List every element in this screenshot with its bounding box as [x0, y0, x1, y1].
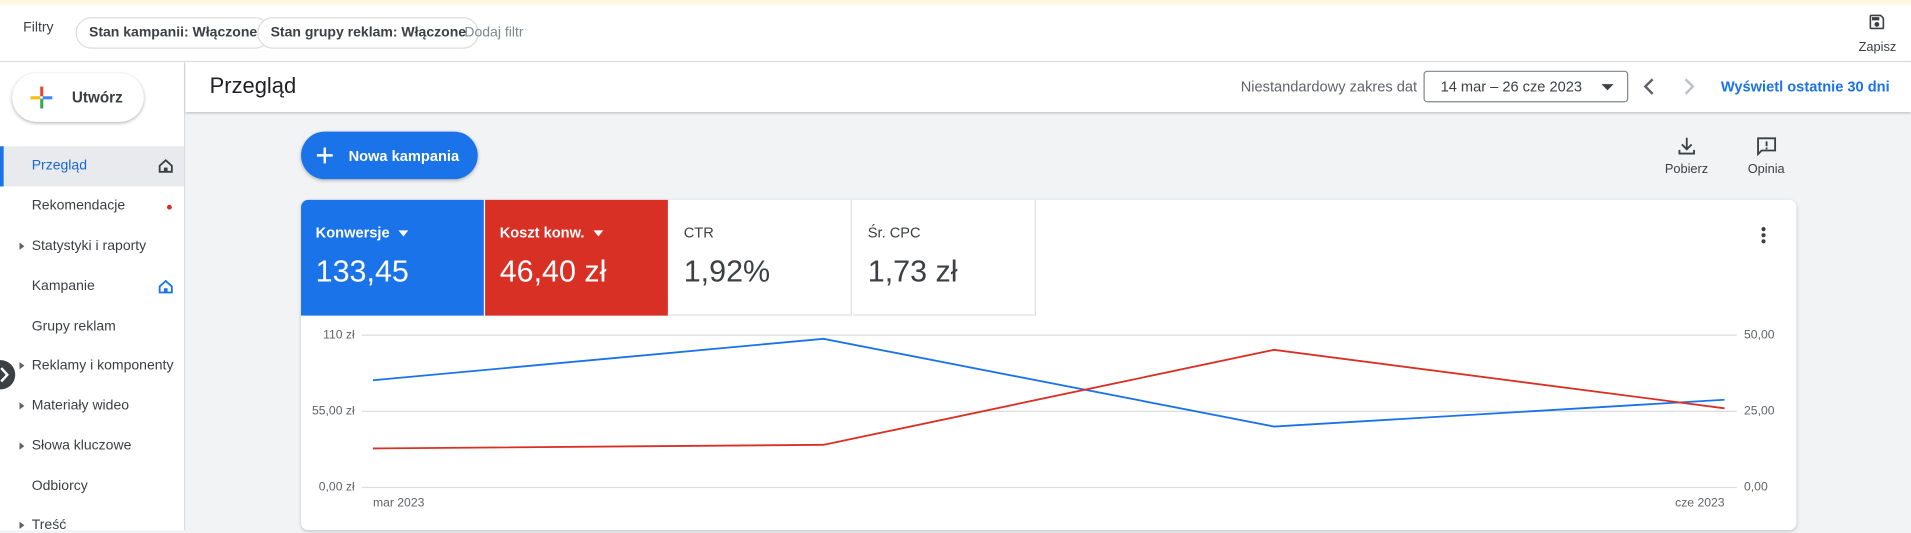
filter-chip[interactable]: Stan grupy reklam: Włączone [257, 17, 480, 49]
nav-item[interactable]: Słowa kluczowe [31, 438, 132, 454]
expand-arrow[interactable] [19, 242, 25, 250]
feedback-icon[interactable] [1756, 137, 1777, 157]
nav-item[interactable]: Przegląd [31, 158, 88, 174]
nav-item[interactable]: Reklamy i komponenty [31, 358, 174, 373]
scorecard[interactable]: Konwersje 133,45 [301, 199, 484, 316]
date-picker[interactable]: 14 mar – 26 cze 2023 [1423, 70, 1629, 103]
scorecard[interactable]: Koszt konw. 46,40 zł [485, 199, 668, 316]
range-label: Niestandardowy zakres dat [1240, 78, 1418, 96]
more-menu[interactable] [1759, 225, 1769, 245]
scorecard-value: 46,40 zł [499, 254, 607, 289]
metric-name: Koszt konw. [499, 224, 585, 242]
nav-item[interactable]: Statystyki i raporty [31, 238, 147, 254]
scorecard-value: 133,45 [315, 254, 409, 289]
scorecard-value: 1,92% [683, 254, 771, 289]
x-tick-label: cze 2023 [1675, 496, 1725, 510]
series-line [372, 337, 1725, 428]
sidebar [0, 62, 186, 531]
y-tick-label: 0,00 zł [319, 480, 355, 494]
metric-dropdown[interactable] [593, 230, 604, 237]
y2-tick-label: 0,00 [1744, 480, 1768, 494]
nav-item[interactable]: Odbiorcy [31, 478, 88, 494]
last-30-link[interactable]: Wyświetl ostatnie 30 dni [1720, 78, 1890, 96]
nav-item[interactable]: Kampanie [31, 279, 95, 294]
save-label[interactable]: Zapisz [1858, 40, 1897, 55]
y2-tick-label: 25,00 [1744, 404, 1775, 418]
notice-strip [0, 0, 1911, 5]
expand-arrow[interactable] [19, 361, 25, 370]
expand-arrow[interactable] [19, 442, 25, 450]
nav-indicator [0, 146, 4, 187]
page-title: Przegląd [209, 73, 297, 99]
new-campaign-button[interactable]: Nowa kampania [301, 131, 478, 180]
nav-item[interactable]: Materiały wideo [31, 398, 130, 414]
collapse-button[interactable] [0, 360, 16, 390]
expand-arrow[interactable] [19, 521, 25, 529]
scorecard-label: CTR [683, 224, 714, 242]
scorecard[interactable]: Śr. CPC 1,73 zł [853, 199, 1036, 316]
series-line [372, 348, 1725, 450]
create-label: Utwórz [71, 88, 123, 107]
nav-item[interactable]: Grupy reklam [31, 319, 116, 334]
prev-button[interactable] [1640, 77, 1657, 97]
x-tick-label: mar 2023 [373, 496, 425, 510]
alert-dot [166, 204, 172, 210]
next-button[interactable] [1681, 77, 1698, 97]
nav-item[interactable]: Treść [31, 517, 67, 533]
scorecard-value: 1,73 zł [867, 254, 958, 289]
download-icon[interactable] [1677, 137, 1697, 157]
new-campaign-label: Nowa kampania [348, 147, 460, 165]
scorecard[interactable]: CTR 1,92% [669, 199, 852, 316]
y2-tick-label: 50,00 [1744, 327, 1775, 341]
plus-icon [316, 147, 333, 164]
scorecard-label: Konwersje [316, 224, 409, 241]
metric-dropdown[interactable] [398, 230, 409, 237]
nav-item[interactable]: Rekomendacje [31, 198, 126, 214]
home-icon [158, 159, 173, 173]
dropdown-arrow [1601, 84, 1614, 91]
scorecard-label: Śr. CPC [867, 224, 921, 242]
plus-icon [30, 86, 53, 109]
create-button[interactable]: Utwórz [12, 73, 144, 122]
filter-label: Filtry [23, 20, 54, 36]
date-range: 14 mar – 26 cze 2023 [1440, 78, 1583, 96]
filter-chip[interactable]: Stan kampanii: Włączone [75, 17, 271, 49]
scorecard-label: Koszt konw. [499, 224, 604, 242]
y-tick-label: 55,00 zł [312, 404, 355, 418]
nav-selected [0, 146, 185, 187]
y-tick-label: 110 zł [323, 327, 355, 341]
add-filter[interactable]: Dodaj filtr [464, 25, 524, 41]
download-label[interactable]: Pobierz [1664, 162, 1709, 177]
save-icon[interactable] [1867, 12, 1887, 32]
feedback-label[interactable]: Opinia [1747, 162, 1785, 177]
metric-name: Konwersje [315, 224, 390, 242]
home-icon [158, 279, 173, 294]
expand-arrow[interactable] [19, 402, 25, 410]
chart: 0,00 zł 55,00 zł 110 zł 0,00 25,00 50,00 mar 2… [312, 327, 1775, 510]
